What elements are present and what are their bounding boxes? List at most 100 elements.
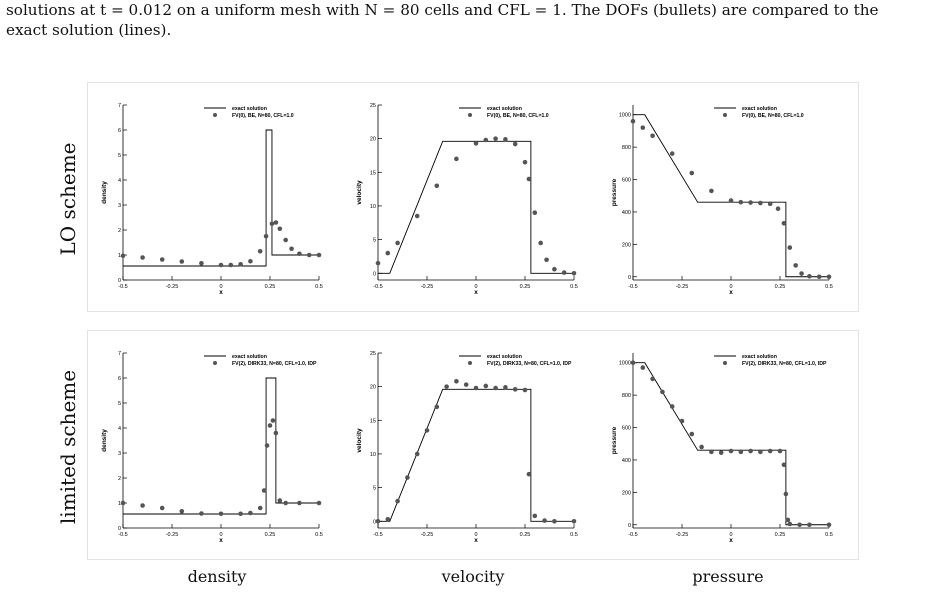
- dof-point: [728, 448, 734, 454]
- y-tick-label: 800: [622, 145, 631, 151]
- y-tick-label: 3: [118, 203, 121, 209]
- dof-point: [270, 418, 276, 423]
- dof-point: [257, 505, 263, 511]
- legend-entry: FV(2), DIRK33, N=80, CFL=1.0, IDP: [742, 361, 827, 367]
- dof-point: [630, 360, 636, 366]
- y-tick-label: 15: [370, 418, 376, 424]
- col-label-pressure: pressure: [692, 567, 764, 586]
- y-tick-label: 400: [622, 210, 631, 216]
- y-tick-label: 0: [373, 519, 376, 525]
- dof-point: [679, 418, 685, 424]
- y-tick-label: 600: [622, 426, 631, 432]
- dof-point: [767, 201, 773, 207]
- dof-point: [512, 387, 518, 392]
- dof-point: [414, 451, 420, 457]
- y-tick-label: 5: [373, 238, 376, 244]
- x-tick-label: -0.25: [676, 532, 689, 538]
- dof-point: [483, 137, 489, 143]
- x-tick-label: 0: [729, 532, 732, 538]
- dof-point: [395, 498, 400, 504]
- dof-point: [493, 385, 498, 391]
- dof-point: [454, 378, 459, 384]
- plot-lo-density: -0.5 -0.25 0 0.25 0.5 0 1 2 3 4 5 6 7 x density exact s…: [101, 103, 323, 296]
- dof-point: [261, 488, 267, 493]
- legend-entry: exact solution: [232, 106, 267, 112]
- dof-point: [777, 448, 783, 454]
- x-tick-label: -0.5: [628, 532, 637, 538]
- dof-point: [179, 259, 185, 264]
- dof-point: [512, 141, 518, 147]
- row-label-lo: LO scheme: [56, 142, 80, 256]
- legend-entry: exact solution: [487, 354, 522, 360]
- plot-limited-velocity: -0.5 -0.25 0 0.25 0.5 0 5 10 15 20 25 x velocity exac…: [356, 351, 578, 544]
- dof-point: [238, 511, 243, 517]
- dof-point: [306, 252, 312, 258]
- dof-point: [718, 450, 724, 455]
- dof-point: [218, 511, 224, 517]
- row-label-limited: limited scheme: [56, 369, 80, 525]
- x-tick-label: 0: [219, 532, 222, 538]
- dof-point: [277, 498, 283, 503]
- legend-entry: FV(0), BE, N=80, CFL=1.0: [232, 113, 294, 119]
- exact-solution-line: [378, 388, 574, 522]
- dof-point: [140, 255, 145, 260]
- dof-point: [395, 240, 400, 246]
- dof-point: [283, 500, 288, 506]
- y-tick-label: 5: [118, 153, 121, 159]
- y-tick-label: 1000: [619, 113, 631, 119]
- y-tick-label: 200: [622, 490, 631, 496]
- y-axis-label: velocity: [356, 180, 363, 205]
- dof-point: [159, 257, 165, 262]
- dof-point: [787, 521, 793, 527]
- dof-point: [767, 448, 773, 454]
- dof-point: [483, 383, 489, 389]
- dof-point: [709, 449, 714, 455]
- y-axis-label: pressure: [611, 426, 618, 454]
- dof-point: [120, 253, 126, 259]
- y-tick-label: 0: [628, 523, 631, 529]
- dof-point: [630, 118, 636, 124]
- y-tick-label: 800: [622, 393, 631, 399]
- x-tick-label: -0.25: [166, 532, 179, 538]
- dof-point: [650, 376, 655, 382]
- x-tick-label: 0: [474, 284, 477, 290]
- dof-point: [738, 199, 744, 205]
- y-tick-label: 7: [118, 103, 121, 109]
- plot-lo-velocity: -0.5 -0.25 0 0.25 0.5 0 5 10 15 20 25 x velocity exac…: [356, 103, 578, 296]
- plot-lo-pressure: -0.5 -0.25 0 0.25 0.5 0 200 400 600 800 1000 x press…: [611, 105, 833, 296]
- y-tick-label: 1: [118, 501, 121, 507]
- x-tick-label: 0.5: [825, 284, 833, 290]
- row-frame-lo: [87, 82, 859, 312]
- legend-marker-swatch: [468, 361, 472, 365]
- dof-point: [640, 125, 646, 130]
- dof-point: [503, 385, 508, 390]
- x-tick-label: 0: [219, 284, 222, 290]
- dof-point: [785, 517, 791, 523]
- dof-point: [728, 198, 734, 203]
- dof-point: [179, 508, 185, 514]
- y-tick-label: 10: [370, 204, 376, 210]
- x-tick-label: 0.25: [775, 532, 786, 538]
- dof-point: [316, 252, 322, 258]
- dof-point: [199, 511, 204, 516]
- legend-marker-swatch: [723, 113, 727, 117]
- y-tick-label: 5: [118, 401, 121, 407]
- dof-point: [561, 270, 567, 275]
- y-tick-label: 4: [118, 426, 121, 432]
- exact-solution-line: [378, 140, 574, 274]
- x-tick-label: -0.5: [118, 532, 127, 538]
- y-tick-label: 0: [628, 275, 631, 281]
- x-tick-label: -0.25: [421, 532, 434, 538]
- legend-entry: FV(2), DIRK33, N=80, CFL=1.0, IDP: [232, 361, 317, 367]
- dof-point: [248, 510, 253, 516]
- x-tick-label: 0.25: [265, 284, 276, 290]
- dof-point: [414, 213, 420, 219]
- y-tick-label: 6: [118, 376, 121, 382]
- dof-point: [807, 522, 812, 528]
- x-tick-label: 0.5: [570, 532, 578, 538]
- dof-point: [532, 210, 538, 215]
- y-tick-label: 7: [118, 351, 121, 357]
- dof-point: [493, 136, 498, 141]
- dof-point: [273, 220, 279, 225]
- dof-point: [552, 518, 557, 524]
